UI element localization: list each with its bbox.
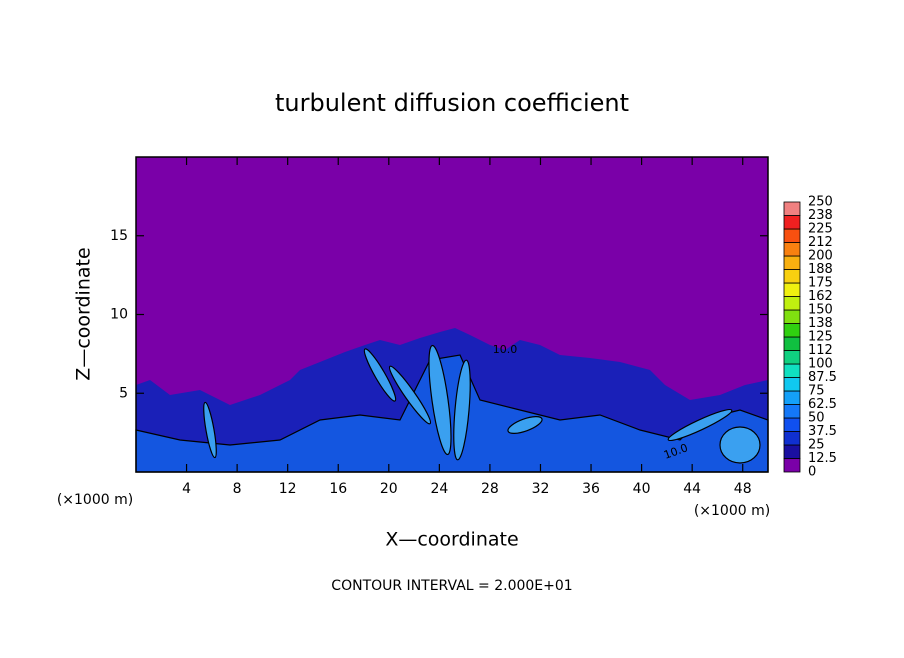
colorbar-label: 25	[808, 438, 825, 453]
field-streak	[428, 344, 452, 456]
colorbar-box	[783, 228, 801, 243]
colorbar-label: 100	[808, 357, 833, 372]
colorbar-box	[783, 404, 801, 419]
y-tick-label: 15	[110, 228, 128, 244]
field-streak	[507, 416, 543, 434]
colorbar-label: 12.5	[808, 451, 837, 466]
colorbar-box	[783, 458, 801, 473]
colorbar-label: 112	[808, 343, 833, 358]
colorbar-box	[783, 390, 801, 405]
field-region	[135, 354, 769, 473]
x-tick-label: 28	[481, 481, 499, 497]
x-tick-label: 44	[683, 481, 701, 497]
colorbar-box	[783, 242, 801, 257]
colorbar-box	[783, 269, 801, 284]
x-tick-label: 8	[233, 481, 242, 497]
colorbar-label: 138	[808, 316, 833, 331]
colorbar-label: 50	[808, 411, 825, 426]
field-streak	[363, 348, 397, 402]
x-axis-title: X—coordinate	[385, 529, 518, 551]
colorbar-label: 75	[808, 384, 825, 399]
colorbar-box	[783, 431, 801, 446]
colorbar-label: 162	[808, 289, 833, 304]
x-tick-label: 32	[532, 481, 550, 497]
colorbar-box	[783, 417, 801, 432]
colorbar-label: 188	[808, 262, 833, 277]
x-unit-label: (×1000 m)	[57, 492, 133, 508]
field-streak	[388, 365, 432, 425]
colorbar-box	[783, 363, 801, 378]
chart-title: turbulent diffusion coefficient	[275, 89, 629, 117]
x-tick-label: 24	[430, 481, 448, 497]
colorbar-label: 62.5	[808, 397, 837, 412]
colorbar-label: 225	[808, 222, 833, 237]
colorbar-label: 238	[808, 208, 833, 223]
field	[135, 157, 769, 473]
field-streak	[719, 426, 761, 464]
x-unit-label: (×1000 m)	[694, 503, 770, 519]
x-tick-label: 40	[633, 481, 651, 497]
y-tick-label: 5	[119, 385, 128, 401]
colorbar-box	[783, 255, 801, 270]
colorbar-box	[783, 282, 801, 297]
colorbar-box	[783, 444, 801, 459]
colorbar-box	[783, 323, 801, 338]
colorbar-label: 0	[808, 465, 816, 480]
colorbar-label: 250	[808, 195, 833, 210]
colorbar-label: 125	[808, 330, 833, 345]
colorbar-label: 87.5	[808, 370, 837, 385]
colorbar-box	[783, 336, 801, 351]
colorbar-box	[783, 377, 801, 392]
y-tick-label: 10	[110, 307, 128, 323]
contour-label: 10.0	[493, 343, 518, 356]
y-axis-title: Z—coordinate	[73, 247, 95, 380]
field-streak	[453, 359, 471, 461]
x-tick-label: 4	[182, 481, 191, 497]
x-tick-label: 36	[582, 481, 600, 497]
colorbar-box	[783, 350, 801, 365]
x-tick-label: 12	[279, 481, 297, 497]
colorbar-label: 150	[808, 303, 833, 318]
colorbar-label: 200	[808, 249, 833, 264]
colorbar-box	[783, 215, 801, 230]
x-tick-label: 48	[734, 481, 752, 497]
x-tick-label: 16	[329, 481, 347, 497]
field-streak	[667, 408, 733, 442]
field-streak	[203, 401, 217, 459]
colorbar-label: 175	[808, 276, 833, 291]
colorbar-label: 37.5	[808, 424, 837, 439]
footer-note: CONTOUR INTERVAL = 2.000E+01	[331, 578, 572, 594]
colorbar-box	[783, 201, 801, 216]
colorbar-label: 212	[808, 235, 833, 250]
colorbar-box	[783, 296, 801, 311]
colorbar-box	[783, 309, 801, 324]
x-tick-label: 20	[380, 481, 398, 497]
